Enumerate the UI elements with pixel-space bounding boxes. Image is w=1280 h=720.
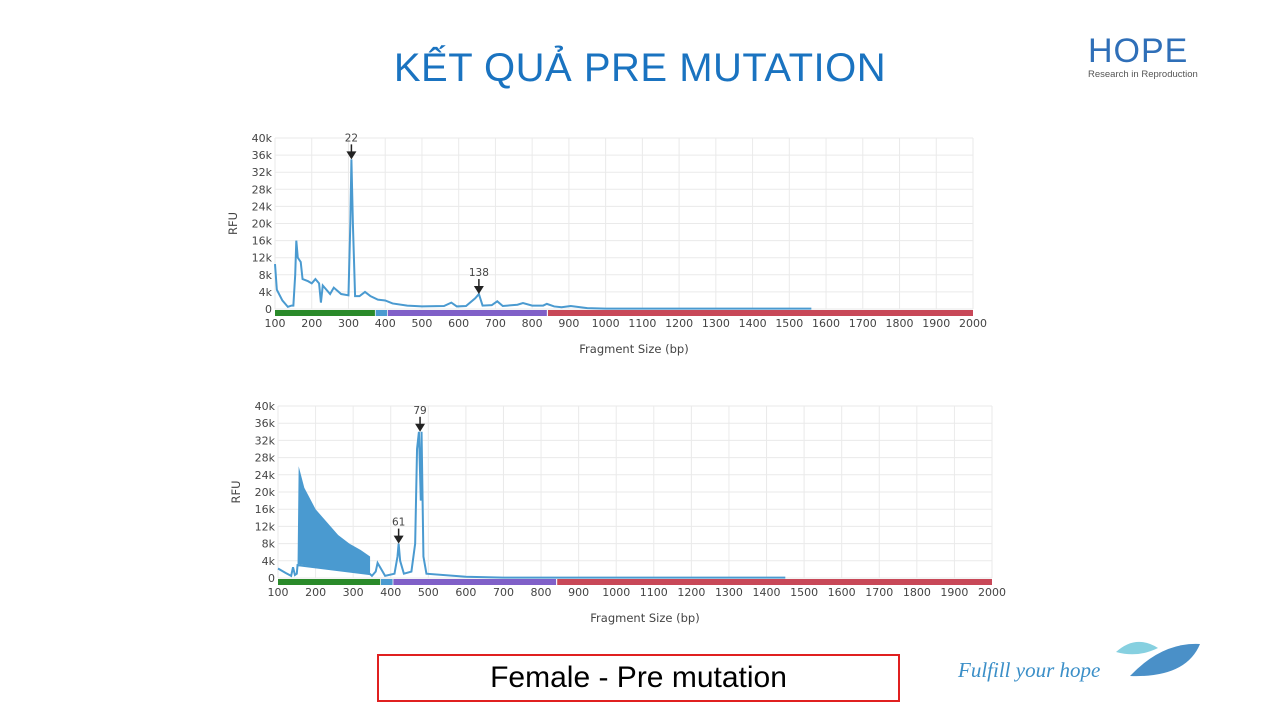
x-tick-label: 1400 <box>739 317 767 330</box>
y-axis-label: RFU <box>226 212 240 235</box>
logo-subtitle: Research in Reproduction <box>1088 69 1198 80</box>
leaf-logo-icon <box>1116 641 1200 677</box>
x-tick-label: 1200 <box>677 586 705 599</box>
y-tick-label: 16k <box>252 235 273 248</box>
x-tick-label: 400 <box>380 586 401 599</box>
hope-logo: HOPE Research in Reproduction <box>1088 34 1208 80</box>
y-tick-label: 8k <box>259 269 273 282</box>
x-tick-label: 1800 <box>903 586 931 599</box>
y-tick-label: 20k <box>252 218 273 231</box>
x-tick-label: 100 <box>268 586 289 599</box>
size-range-bar <box>278 579 381 585</box>
x-tick-label: 700 <box>493 586 514 599</box>
x-tick-label: 1000 <box>602 586 630 599</box>
y-tick-label: 28k <box>252 183 273 196</box>
x-tick-label: 1000 <box>592 317 620 330</box>
peak-arrowhead-icon <box>473 286 484 295</box>
x-tick-label: 1100 <box>640 586 668 599</box>
x-tick-label: 700 <box>485 317 506 330</box>
y-tick-label: 40k <box>252 132 273 145</box>
x-tick-label: 1700 <box>849 317 877 330</box>
x-tick-label: 2000 <box>978 586 1006 599</box>
x-tick-label: 1800 <box>886 317 914 330</box>
trace-line <box>274 159 812 310</box>
peak-arrowhead-icon <box>415 423 426 432</box>
x-tick-label: 300 <box>343 586 364 599</box>
y-tick-label: 24k <box>252 200 273 213</box>
x-tick-label: 800 <box>531 586 552 599</box>
peak-label: 61 <box>392 517 405 529</box>
y-tick-label: 32k <box>252 166 273 179</box>
size-range-bar <box>375 310 388 316</box>
x-axis-label: Fragment Size (bp) <box>579 342 688 356</box>
y-tick-label: 4k <box>259 286 273 299</box>
x-tick-label: 900 <box>568 586 589 599</box>
x-tick-label: 2000 <box>959 317 987 330</box>
x-tick-label: 1500 <box>775 317 803 330</box>
size-range-bar <box>557 579 992 585</box>
y-tick-label: 4k <box>262 555 276 568</box>
x-tick-label: 1300 <box>702 317 730 330</box>
x-tick-label: 1300 <box>715 586 743 599</box>
tagline: Fulfill your hope <box>958 658 1101 682</box>
x-tick-label: 1500 <box>790 586 818 599</box>
x-tick-label: 500 <box>418 586 439 599</box>
y-tick-label: 0 <box>268 572 275 585</box>
noise-band <box>297 466 371 575</box>
y-tick-label: 28k <box>255 452 276 465</box>
x-tick-label: 300 <box>338 317 359 330</box>
y-tick-label: 36k <box>252 149 273 162</box>
x-tick-label: 200 <box>305 586 326 599</box>
x-tick-label: 100 <box>265 317 286 330</box>
size-range-bar <box>275 310 375 316</box>
peak-label: 79 <box>413 405 426 417</box>
x-tick-label: 1600 <box>828 586 856 599</box>
size-range-bar <box>547 310 973 316</box>
y-tick-label: 24k <box>255 469 276 482</box>
y-tick-label: 20k <box>255 486 276 499</box>
size-range-bar <box>387 310 547 316</box>
x-tick-label: 1900 <box>940 586 968 599</box>
y-tick-label: 40k <box>255 400 276 413</box>
y-tick-label: 12k <box>252 252 273 265</box>
x-tick-label: 1700 <box>865 586 893 599</box>
y-tick-label: 32k <box>255 434 276 447</box>
y-tick-label: 36k <box>255 417 276 430</box>
y-tick-label: 12k <box>255 520 276 533</box>
x-tick-label: 1100 <box>628 317 656 330</box>
y-axis-label: RFU <box>229 480 243 503</box>
x-tick-label: 1400 <box>753 586 781 599</box>
x-tick-label: 1900 <box>922 317 950 330</box>
peak-arrowhead-icon <box>393 535 404 544</box>
slide-title: KẾT QUẢ PRE MUTATION <box>393 46 887 90</box>
x-tick-label: 400 <box>375 317 396 330</box>
x-tick-label: 200 <box>301 317 322 330</box>
size-range-bar <box>380 579 393 585</box>
x-tick-label: 500 <box>411 317 432 330</box>
caption-box: Female - Pre mutation <box>377 654 900 702</box>
y-tick-label: 0 <box>265 303 272 316</box>
x-tick-label: 1200 <box>665 317 693 330</box>
x-tick-label: 600 <box>448 317 469 330</box>
x-tick-label: 1600 <box>812 317 840 330</box>
y-tick-label: 16k <box>255 503 276 516</box>
peak-arrowhead-icon <box>346 151 357 160</box>
trace-line <box>277 431 786 579</box>
x-tick-label: 900 <box>558 317 579 330</box>
logo-word: HOPE <box>1088 32 1189 70</box>
y-tick-label: 8k <box>262 538 276 551</box>
x-tick-label: 800 <box>522 317 543 330</box>
peak-label: 22 <box>345 132 358 144</box>
peak-label: 138 <box>469 267 489 279</box>
x-tick-label: 600 <box>455 586 476 599</box>
x-axis-label: Fragment Size (bp) <box>590 611 699 625</box>
size-range-bar <box>393 579 557 585</box>
